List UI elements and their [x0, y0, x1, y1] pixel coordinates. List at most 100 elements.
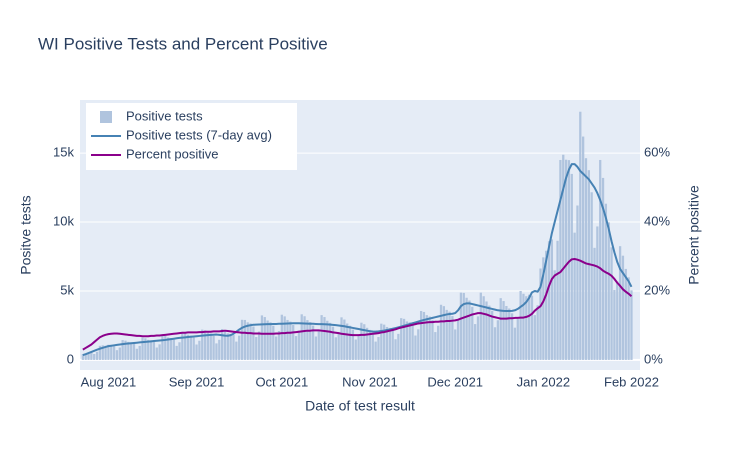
bar [559, 159, 562, 360]
bar [502, 301, 505, 360]
y-tick-label: 5k [60, 282, 74, 297]
bar [314, 336, 318, 360]
bar [90, 352, 93, 360]
bar [377, 337, 380, 360]
bar [454, 329, 457, 360]
bar [505, 306, 508, 360]
y-tick-label: 0 [67, 351, 74, 366]
bar [181, 331, 184, 360]
x-tick-label: Aug 2021 [81, 374, 137, 389]
bar [582, 136, 585, 360]
bar [570, 173, 573, 360]
bar [277, 330, 281, 360]
bar [448, 311, 451, 360]
y-axis-title: Positve tests [18, 195, 34, 274]
bar [220, 329, 224, 360]
line [82, 257, 633, 351]
bar [601, 177, 605, 360]
bar [516, 319, 519, 360]
bar [383, 324, 386, 360]
bar [547, 241, 551, 360]
bar [564, 159, 568, 360]
bar [584, 158, 588, 360]
bar [138, 345, 141, 360]
bar [348, 325, 352, 360]
bar [93, 354, 96, 360]
bar [434, 332, 437, 360]
bar [209, 333, 212, 360]
bar [573, 232, 576, 360]
bar [428, 316, 431, 360]
line [82, 163, 633, 357]
bar [257, 331, 261, 360]
legend-swatch [100, 111, 112, 123]
bar [525, 296, 528, 360]
bar [394, 339, 397, 360]
bar [292, 325, 295, 360]
bar [337, 332, 340, 360]
bar [283, 316, 286, 360]
bar [391, 330, 394, 360]
bar [468, 300, 471, 360]
bar [132, 343, 136, 360]
bar [130, 342, 133, 360]
bar [365, 327, 369, 360]
bar [329, 322, 332, 360]
bar [354, 339, 357, 360]
bar [465, 297, 468, 360]
bar [371, 332, 374, 360]
bar [471, 306, 474, 360]
bar [610, 247, 613, 360]
bar [556, 240, 559, 360]
bar [408, 322, 411, 360]
bar [351, 329, 355, 360]
bar [485, 301, 488, 360]
bar [235, 341, 238, 360]
x-tick-label: Jan 2022 [517, 374, 571, 389]
bar [121, 340, 124, 360]
bar [81, 354, 84, 360]
bar [607, 222, 610, 360]
bar [272, 325, 275, 360]
bar [343, 319, 346, 360]
bar [479, 292, 482, 360]
bar [385, 326, 389, 360]
bar [553, 270, 556, 360]
bar [624, 268, 627, 360]
bar [266, 320, 269, 360]
bar [513, 327, 517, 360]
chart-title: WI Positive Tests and Percent Positive [38, 34, 328, 53]
bar [562, 154, 565, 360]
bar [303, 316, 306, 360]
bar [519, 290, 522, 360]
bar [238, 335, 241, 360]
bar [380, 323, 383, 360]
bar [340, 317, 343, 360]
bar [473, 324, 477, 360]
x-tick-label: Oct 2021 [255, 374, 308, 389]
bar [169, 338, 173, 360]
bar [195, 344, 198, 360]
bar [491, 310, 494, 360]
bar [536, 305, 539, 360]
legend-label: Positive tests (7-day avg) [126, 127, 272, 142]
bar [124, 340, 127, 360]
bar [192, 337, 195, 360]
bar [317, 331, 320, 360]
bar [135, 348, 138, 360]
bar [499, 298, 502, 360]
bar [166, 337, 170, 360]
bar [627, 277, 630, 360]
bar [488, 305, 491, 360]
bar [178, 342, 181, 360]
bar [189, 335, 192, 360]
bar [579, 111, 582, 360]
y2-axis-title: Percent positive [686, 185, 702, 285]
bar [104, 345, 107, 360]
bar [402, 318, 406, 360]
bar [550, 239, 554, 360]
bar [431, 319, 434, 360]
bar [482, 296, 485, 360]
bar [451, 316, 454, 360]
bar [101, 345, 104, 360]
